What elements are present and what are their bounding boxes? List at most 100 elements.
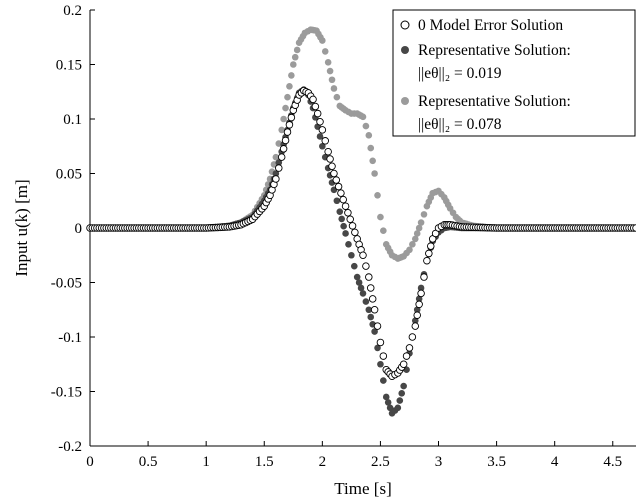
series-0-point [405,344,414,352]
series-1-point [411,317,419,324]
y-tick-label: -0.1 [58,330,82,346]
series-2-point [280,115,287,123]
series-1-point [380,377,387,384]
legend-entry-0: 0 Model Error Solution [418,17,563,34]
series-1-point [359,290,367,297]
series-0-point [632,224,636,232]
series-0-point [334,182,343,191]
data-marks [86,26,636,417]
series-0-point [281,136,290,145]
series-0-point [346,215,354,224]
x-tick-label: 0.5 [139,454,158,470]
y-tick-label: -0.15 [51,385,82,401]
series-0-point [339,195,348,204]
y-tick-label: 0.2 [63,3,82,19]
series-0-point [411,322,420,330]
x-tick-label: 3.5 [487,454,506,470]
series-2-point [369,157,376,165]
series-0-point [272,175,280,183]
series-0-point [318,126,327,134]
series-2-point [321,48,329,55]
series-0-point [379,352,388,360]
series-1-point [348,251,355,259]
series-2-point [272,153,280,161]
series-2-point [330,85,338,92]
legend-box [392,9,636,137]
series-1-point [272,170,280,177]
legend-marker-light [401,97,409,105]
series-0-point [402,352,411,360]
legend-marker-dark [401,46,409,54]
series-1-point [386,404,394,412]
series-1-point [400,382,407,390]
series-2-point [409,241,416,248]
series-0-point [413,311,421,319]
series-0-point [370,306,379,314]
x-tick-label: 4.5 [603,454,622,470]
series-0-point [423,256,431,265]
series-1-point [336,208,344,215]
series-1-point [374,344,381,352]
series-1-point [382,393,390,401]
series-0-point [279,145,288,153]
x-tick-label: 3 [435,454,443,470]
series-1-point [362,298,370,305]
series-0-point [366,284,375,292]
x-axis-label: Time [s] [334,479,391,498]
legend: 0 Model Error Solution Representative So… [392,9,636,137]
y-tick-label: 0 [75,221,83,237]
series-1-point [342,230,349,237]
series-0-point [311,102,320,111]
series-2-point [377,213,384,221]
y-tick-label: 0.05 [56,167,82,183]
series-0-point [415,300,423,309]
y-tick-label: -0.2 [58,439,82,455]
series-1-point [353,273,361,281]
series-0-point [365,273,373,281]
series-1-point [398,390,406,397]
series-0-point [337,189,345,197]
series-1-point [365,306,373,314]
series-2-point [362,122,370,130]
series-1-point [319,142,326,150]
y-tick-label: 0.15 [56,58,82,74]
series-1-point [417,284,425,292]
series-2-point [371,170,378,177]
series-2-point [328,76,336,84]
x-tick-label: 2.5 [371,454,390,470]
series-2-point [406,246,413,254]
series-2-point [286,83,293,90]
series-1-point [350,262,358,270]
series-1-point [316,133,324,140]
series-2-point [359,113,367,121]
series-0-point [417,289,425,298]
series-2-point [324,59,332,66]
series-1-point [371,328,378,335]
x-tick-label: 1.5 [255,454,274,470]
axes: 0 0.5 1 1.5 2 2.5 3 3.5 4 4.5 0.2 0.15 0.1 0.05 0 -0.05… [12,3,636,498]
series-1-point [333,197,341,205]
legend-marker-open [400,20,410,30]
series-0-point [368,295,377,303]
series-0-point [309,95,317,104]
series-1-point [396,397,404,404]
series-2-point [417,219,425,226]
series-2-point [290,61,297,68]
series-0-point [376,338,385,347]
series-2-point [374,192,381,199]
y-tick-label: -0.05 [51,276,82,292]
y-axis-label: Input u(k) [m] [12,179,31,276]
series-2-point [333,93,341,101]
series-2-point [413,230,421,237]
series-1-point [394,404,402,412]
series-0-point [420,273,428,281]
series-1-point [413,306,421,314]
series-1-point [275,159,283,166]
series-2-point [367,144,375,152]
series-0-point [326,155,334,163]
series-0-point [321,137,329,145]
series-1-point [377,360,384,368]
series-2-point [284,93,291,101]
series-0-point [277,153,286,161]
